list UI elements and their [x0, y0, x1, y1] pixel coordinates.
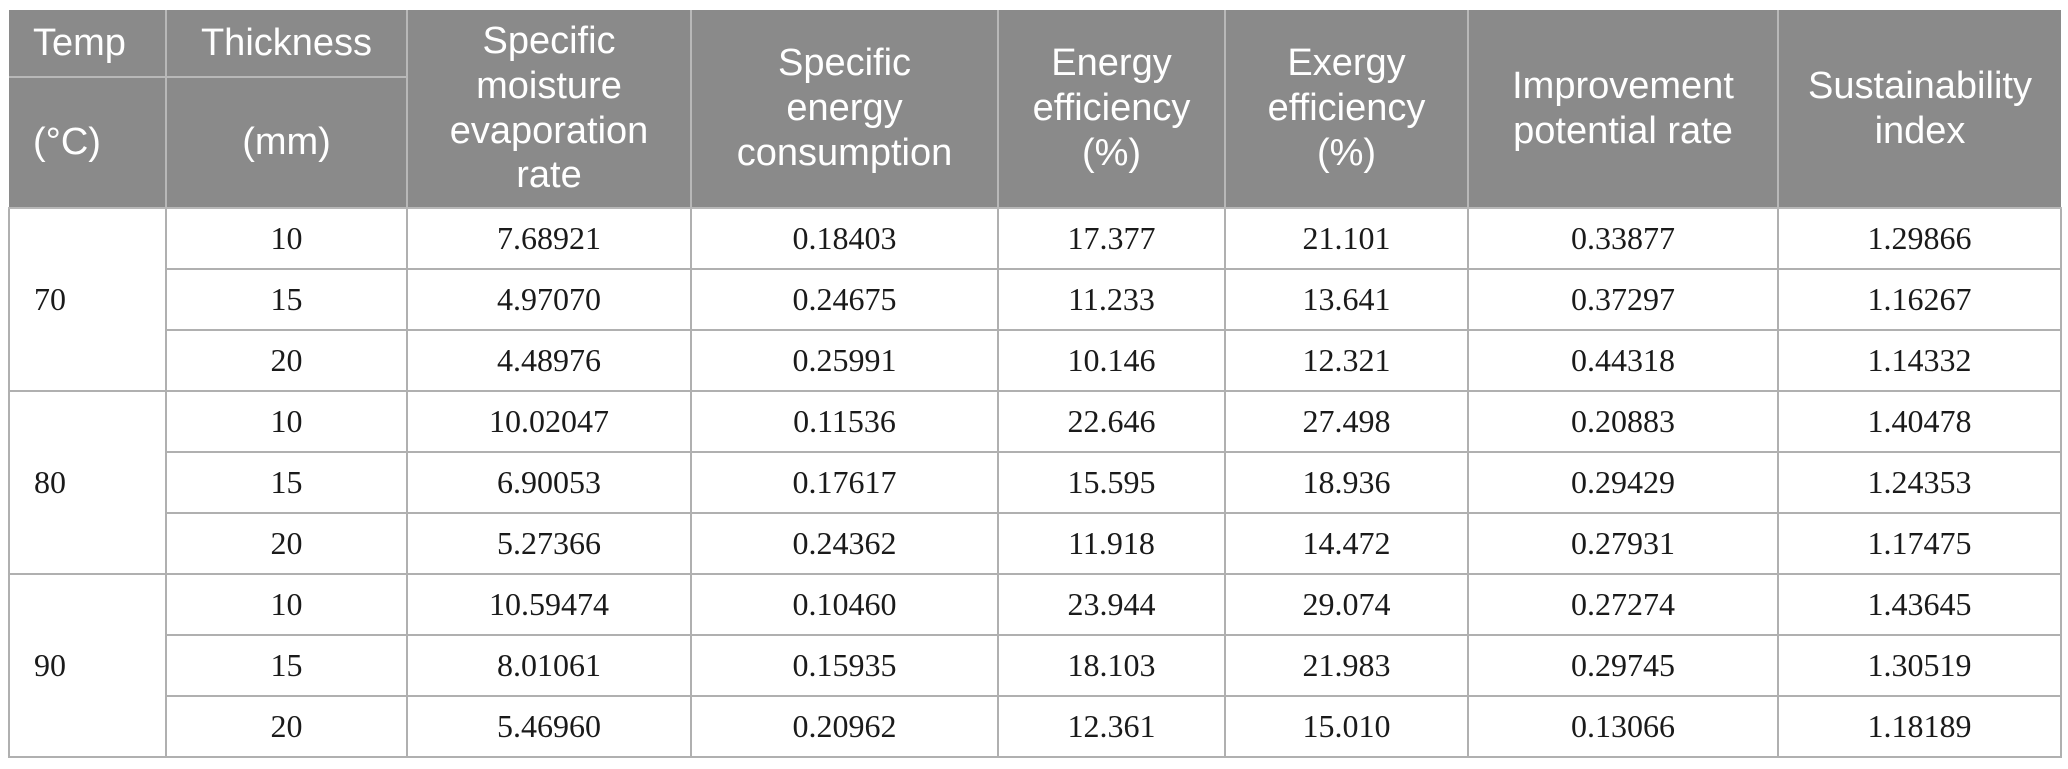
energy-efficiency-cell: 22.646 — [997, 390, 1226, 453]
smer-cell: 4.97070 — [406, 268, 692, 331]
smer-cell: 10.02047 — [406, 390, 692, 453]
improvement-potential-rate-cell: 0.27274 — [1467, 573, 1779, 636]
thickness-cell: 20 — [165, 695, 408, 758]
sec-cell: 0.15935 — [690, 634, 999, 697]
thickness-cell: 10 — [165, 390, 408, 453]
table-row: 20 5.46960 0.20962 12.361 15.010 0.13066… — [9, 695, 2062, 758]
sustainability-index-cell: 1.14332 — [1777, 329, 2062, 392]
sustainability-index-cell: 1.16267 — [1777, 268, 2062, 331]
header-row-1: Temp Thickness Specific moisture evapora… — [9, 10, 2061, 209]
sec-cell: 0.10460 — [690, 573, 999, 636]
energy-efficiency-cell: 17.377 — [997, 207, 1226, 270]
improvement-potential-rate-cell: 0.33877 — [1467, 207, 1779, 270]
sustainability-index-cell: 1.24353 — [1777, 451, 2062, 514]
energy-efficiency-cell: 18.103 — [997, 634, 1226, 697]
col-header-thickness-unit: (mm) — [165, 76, 408, 209]
exergy-efficiency-cell: 13.641 — [1224, 268, 1469, 331]
exergy-efficiency-cell: 15.010 — [1224, 695, 1469, 758]
col-header-smer: Specific moisture evaporation rate — [406, 10, 692, 209]
energy-efficiency-cell: 11.918 — [997, 512, 1226, 575]
energy-efficiency-cell: 11.233 — [997, 268, 1226, 331]
thickness-cell: 15 — [165, 634, 408, 697]
smer-cell: 5.27366 — [406, 512, 692, 575]
thickness-cell: 15 — [165, 268, 408, 331]
exergy-efficiency-cell: 29.074 — [1224, 573, 1469, 636]
improvement-potential-rate-cell: 0.37297 — [1467, 268, 1779, 331]
sustainability-index-cell: 1.18189 — [1777, 695, 2062, 758]
smer-cell: 7.68921 — [406, 207, 692, 270]
improvement-potential-rate-cell: 0.29429 — [1467, 451, 1779, 514]
smer-cell: 8.01061 — [406, 634, 692, 697]
smer-cell: 6.90053 — [406, 451, 692, 514]
table-row: 90 10 10.59474 0.10460 23.944 29.074 0.2… — [8, 573, 2062, 758]
thickness-cell: 10 — [165, 573, 408, 636]
table-header: Temp Thickness Specific moisture evapora… — [9, 10, 2061, 209]
table-row: 20 4.48976 0.25991 10.146 12.321 0.44318… — [9, 329, 2062, 392]
improvement-potential-rate-cell: 0.27931 — [1467, 512, 1779, 575]
exergy-efficiency-cell: 27.498 — [1224, 390, 1469, 453]
col-header-exergy-efficiency: Exergy efficiency (%) — [1224, 10, 1469, 209]
thickness-cell: 20 — [165, 512, 408, 575]
smer-cell: 10.59474 — [406, 573, 692, 636]
col-header-thickness: Thickness — [165, 10, 408, 78]
temp-group-cell: 80 — [8, 390, 167, 575]
results-table: Temp Thickness Specific moisture evapora… — [8, 10, 2062, 758]
exergy-efficiency-cell: 14.472 — [1224, 512, 1469, 575]
sec-cell: 0.25991 — [690, 329, 999, 392]
improvement-potential-rate-cell: 0.44318 — [1467, 329, 1779, 392]
exergy-efficiency-cell: 21.101 — [1224, 207, 1469, 270]
sec-cell: 0.24362 — [690, 512, 999, 575]
results-table-container: Temp Thickness Specific moisture evapora… — [8, 10, 2062, 758]
col-header-improvement-potential-rate: Improvement potential rate — [1467, 10, 1779, 209]
col-header-temp: Temp — [9, 10, 167, 78]
table-row: 15 4.97070 0.24675 11.233 13.641 0.37297… — [9, 268, 2062, 331]
exergy-efficiency-cell: 12.321 — [1224, 329, 1469, 392]
table-row: 70 10 7.68921 0.18403 17.377 21.101 0.33… — [8, 207, 2062, 392]
table-row: 80 10 10.02047 0.11536 22.646 27.498 0.2… — [8, 390, 2062, 575]
smer-cell: 4.48976 — [406, 329, 692, 392]
sec-cell: 0.17617 — [690, 451, 999, 514]
header-row-2: (°C) (mm) — [9, 76, 2061, 209]
thickness-cell: 10 — [165, 207, 408, 270]
sustainability-index-cell: 1.43645 — [1777, 573, 2062, 636]
exergy-efficiency-cell: 21.983 — [1224, 634, 1469, 697]
sec-cell: 0.20962 — [690, 695, 999, 758]
improvement-potential-rate-cell: 0.13066 — [1467, 695, 1779, 758]
improvement-potential-rate-cell: 0.20883 — [1467, 390, 1779, 453]
table-body: 70 10 7.68921 0.18403 17.377 21.101 0.33… — [8, 207, 2062, 758]
col-header-sec: Specific energy consumption — [690, 10, 999, 209]
table-row: 20 5.27366 0.24362 11.918 14.472 0.27931… — [9, 512, 2062, 575]
temp-group-cell: 70 — [8, 207, 167, 392]
energy-efficiency-cell: 10.146 — [997, 329, 1226, 392]
smer-cell: 5.46960 — [406, 695, 692, 758]
improvement-potential-rate-cell: 0.29745 — [1467, 634, 1779, 697]
sec-cell: 0.18403 — [690, 207, 999, 270]
table-row: 15 8.01061 0.15935 18.103 21.983 0.29745… — [9, 634, 2062, 697]
col-header-sustainability-index: Sustainability index — [1777, 10, 2061, 209]
temp-group-cell: 90 — [8, 573, 167, 758]
sec-cell: 0.24675 — [690, 268, 999, 331]
table-row: 15 6.90053 0.17617 15.595 18.936 0.29429… — [9, 451, 2062, 514]
sustainability-index-cell: 1.40478 — [1777, 390, 2062, 453]
energy-efficiency-cell: 15.595 — [997, 451, 1226, 514]
thickness-cell: 20 — [165, 329, 408, 392]
energy-efficiency-cell: 23.944 — [997, 573, 1226, 636]
exergy-efficiency-cell: 18.936 — [1224, 451, 1469, 514]
sustainability-index-cell: 1.17475 — [1777, 512, 2062, 575]
sustainability-index-cell: 1.30519 — [1777, 634, 2062, 697]
thickness-cell: 15 — [165, 451, 408, 514]
col-header-energy-efficiency: Energy efficiency (%) — [997, 10, 1226, 209]
sec-cell: 0.11536 — [690, 390, 999, 453]
energy-efficiency-cell: 12.361 — [997, 695, 1226, 758]
col-header-temp-unit: (°C) — [9, 76, 167, 209]
sustainability-index-cell: 1.29866 — [1777, 207, 2062, 270]
